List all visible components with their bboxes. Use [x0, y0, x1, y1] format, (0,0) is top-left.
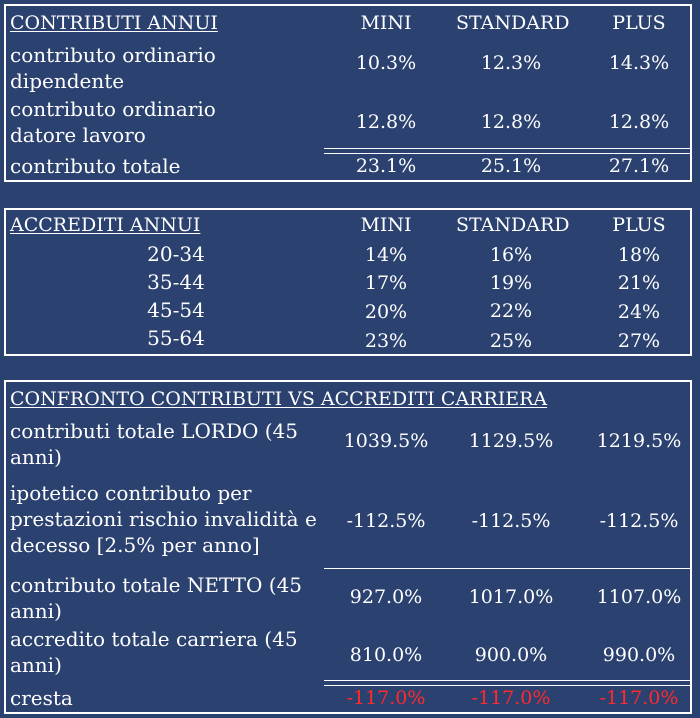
row-label: contributo totale NETTO (45 anni) [10, 573, 303, 623]
col-mini-header: MINI [360, 12, 412, 34]
cell-negative: -117.0% [599, 687, 679, 709]
confronto-panel: CONFRONTO CONTRIBUTI VS ACCREDITI CARRIE… [4, 380, 692, 714]
cell: 927.0% [349, 586, 423, 608]
age-band: 45-54 [147, 298, 205, 322]
netto-divider [324, 568, 692, 569]
accrediti-panel: ACCREDITI ANNUI MINI STANDARD PLUS 20-34… [4, 208, 692, 356]
contributi-title: CONTRIBUTI ANNUI [10, 12, 218, 34]
col-plus-header: PLUS [612, 12, 666, 34]
accrediti-title: ACCREDITI ANNUI [10, 214, 201, 236]
cell: 20% [364, 301, 408, 323]
cell: 12.3% [480, 52, 542, 74]
row-label: ipotetico contributo per prestazioni ris… [10, 481, 317, 557]
row-label: accredito totale carriera (45 anni) [10, 627, 298, 677]
cell: 990.0% [602, 644, 676, 666]
col-plus-header: PLUS [612, 214, 666, 236]
cell: 23% [364, 330, 408, 352]
cell: 1219.5% [596, 430, 682, 452]
row-label: contributi totale LORDO (45 anni) [10, 419, 298, 469]
cell: -112.5% [599, 510, 679, 532]
row-label: contributo ordinario dipendente [10, 43, 216, 93]
cell: 10.3% [355, 52, 417, 74]
cell: 1017.0% [468, 586, 554, 608]
cell: 810.0% [349, 644, 423, 666]
age-band: 55-64 [147, 326, 205, 350]
row-label: cresta [10, 686, 73, 710]
cell: 12.8% [480, 111, 542, 133]
cell: 27% [617, 330, 661, 352]
cell: 1129.5% [468, 430, 554, 452]
cell: 1039.5% [343, 430, 429, 452]
col-mini-header: MINI [360, 214, 412, 236]
contributi-panel: CONTRIBUTI ANNUI MINI STANDARD PLUS cont… [4, 4, 692, 182]
row-label: contributo totale [10, 154, 181, 178]
total-divider [324, 148, 692, 154]
cell: 16% [489, 244, 533, 266]
cell: 25% [489, 330, 533, 352]
cell: 14% [364, 244, 408, 266]
cell: 14.3% [608, 52, 670, 74]
cell: 12.8% [608, 111, 670, 133]
cell: 18% [617, 244, 661, 266]
age-band: 35-44 [147, 270, 205, 294]
cell: -112.5% [346, 510, 426, 532]
cell: 900.0% [474, 644, 548, 666]
cell: 1107.0% [596, 586, 682, 608]
cell: 27.1% [608, 155, 670, 177]
row-label: contributo ordinario datore lavoro [10, 97, 216, 147]
cell: 19% [489, 272, 533, 294]
cell: 24% [617, 301, 661, 323]
col-standard-header: STANDARD [456, 214, 570, 236]
cell: 17% [364, 272, 408, 294]
confronto-title: CONFRONTO CONTRIBUTI VS ACCREDITI CARRIE… [10, 388, 548, 410]
col-standard-header: STANDARD [456, 12, 570, 34]
cell-negative: -117.0% [346, 687, 426, 709]
cell-negative: -117.0% [471, 687, 551, 709]
cell: 22% [489, 300, 533, 322]
cell: 21% [617, 272, 661, 294]
age-band: 20-34 [147, 242, 205, 266]
cell: 12.8% [355, 111, 417, 133]
cell: 25.1% [480, 155, 542, 177]
cell: 23.1% [355, 155, 417, 177]
cresta-divider [324, 680, 692, 686]
cell: -112.5% [471, 510, 551, 532]
